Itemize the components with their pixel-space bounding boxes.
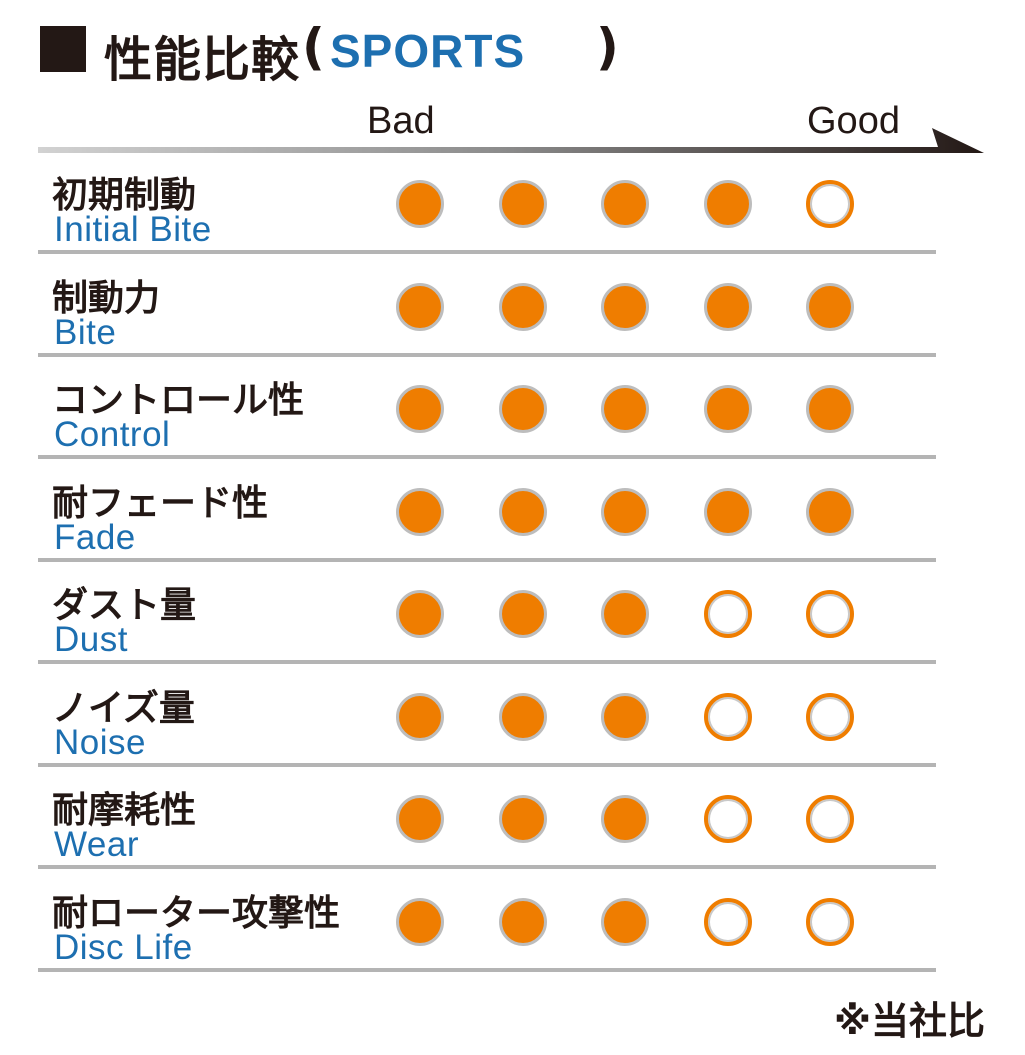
rating-row: ダスト量 Dust	[38, 562, 936, 664]
rating-row: 耐摩耗性 Wear	[38, 767, 936, 869]
row-label-english: Initial Bite	[54, 210, 212, 249]
rating-row: ノイズ量 Noise	[38, 665, 936, 767]
row-separator	[38, 762, 936, 767]
rating-dot-filled	[498, 692, 547, 741]
rating-dot-empty	[703, 897, 752, 946]
row-label-japanese: コントロール性	[52, 380, 305, 421]
rating-dot-filled	[703, 180, 752, 228]
title-japanese: 性能比較	[104, 32, 301, 88]
row-separator	[38, 865, 936, 869]
row-label-japanese: 制動力	[52, 277, 161, 319]
row-label-english: Wear	[54, 825, 139, 864]
rating-dot-filled	[396, 590, 444, 638]
row-label-english: Control	[54, 415, 171, 454]
row-separator	[38, 967, 936, 972]
rating-dot-filled	[396, 897, 444, 946]
rating-dot-filled	[498, 282, 547, 331]
rating-row: 初期制動 Initial Bite	[38, 152, 936, 254]
rating-dot-filled	[396, 692, 444, 741]
rating-row: 耐フェード性 Fade	[38, 460, 936, 562]
rating-dot-filled	[498, 897, 547, 946]
rating-dot-filled	[498, 590, 547, 638]
row-label-english: Disc Life	[54, 927, 193, 967]
rating-table: 初期制動 Initial Bite 制動力 Bite コントロール性 Control 耐フェ…	[38, 0, 936, 1000]
row-label-japanese: 耐フェード性	[52, 482, 269, 524]
rating-dot-filled	[498, 487, 547, 536]
rating-dot-filled	[601, 795, 649, 843]
rating-dot-empty	[703, 590, 752, 638]
row-label-english: Bite	[54, 312, 117, 352]
rating-dot-empty	[806, 897, 854, 946]
title-paren-open: (	[302, 18, 325, 76]
rating-dot-filled	[806, 282, 854, 331]
rating-row: 耐ローター攻撃性 Disc Life	[38, 870, 936, 972]
rating-dot-filled	[601, 487, 649, 536]
rating-dot-filled	[806, 487, 854, 536]
rating-dot-filled	[498, 385, 547, 433]
rating-dot-filled	[396, 795, 444, 843]
rating-dot-filled	[498, 795, 547, 843]
rating-dot-empty	[806, 180, 854, 228]
rating-dot-filled	[601, 282, 649, 331]
rating-dot-filled	[703, 282, 752, 331]
scale-label-good: Good	[807, 100, 900, 142]
rating-dot-empty	[806, 692, 854, 741]
row-label-japanese: ノイズ量	[52, 687, 195, 729]
rating-dot-empty	[703, 692, 752, 741]
row-separator	[38, 557, 936, 562]
title-square-icon	[40, 26, 86, 72]
rating-dot-filled	[396, 180, 444, 228]
title-english: SPORTS	[330, 25, 526, 77]
rating-dot-filled	[601, 180, 649, 228]
footnote: ※当社比	[834, 999, 985, 1043]
rating-dot-empty	[806, 590, 854, 638]
rating-row: コントロール性 Control	[38, 357, 936, 459]
rating-dot-empty	[703, 795, 752, 843]
rating-row: 制動力 Bite	[38, 255, 936, 357]
row-separator	[38, 250, 936, 254]
row-label-japanese: ダスト量	[52, 585, 197, 626]
rating-dot-filled	[601, 692, 649, 741]
row-label-japanese: 耐ローター攻撃性	[52, 892, 341, 934]
rating-dot-filled	[703, 487, 752, 536]
row-label-english: Fade	[54, 517, 136, 557]
row-label-japanese: 耐摩耗性	[52, 790, 197, 831]
row-label-japanese: 初期制動	[52, 175, 197, 216]
row-label-english: Dust	[54, 620, 128, 659]
row-separator	[38, 352, 936, 357]
row-separator	[38, 660, 936, 664]
rating-dot-filled	[806, 385, 854, 433]
rating-dot-filled	[601, 385, 649, 433]
rating-dot-filled	[601, 590, 649, 638]
rating-dot-filled	[703, 385, 752, 433]
rating-dot-filled	[396, 487, 444, 536]
rating-dot-filled	[601, 897, 649, 946]
rating-dot-filled	[396, 282, 444, 331]
title-paren-close: )	[596, 18, 619, 76]
row-label-english: Noise	[54, 722, 146, 762]
rating-dot-empty	[806, 795, 854, 843]
scale-arrow-icon	[38, 128, 984, 153]
row-separator	[38, 455, 936, 459]
rating-dot-filled	[396, 385, 444, 433]
rating-dot-filled	[498, 180, 547, 228]
scale-label-bad: Bad	[367, 100, 435, 142]
